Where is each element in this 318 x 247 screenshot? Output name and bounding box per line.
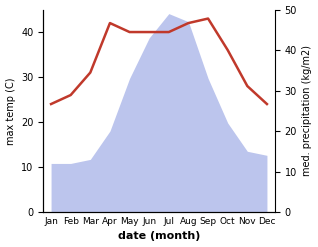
Y-axis label: max temp (C): max temp (C) — [5, 77, 16, 144]
Y-axis label: med. precipitation (kg/m2): med. precipitation (kg/m2) — [302, 45, 313, 176]
X-axis label: date (month): date (month) — [118, 231, 200, 242]
